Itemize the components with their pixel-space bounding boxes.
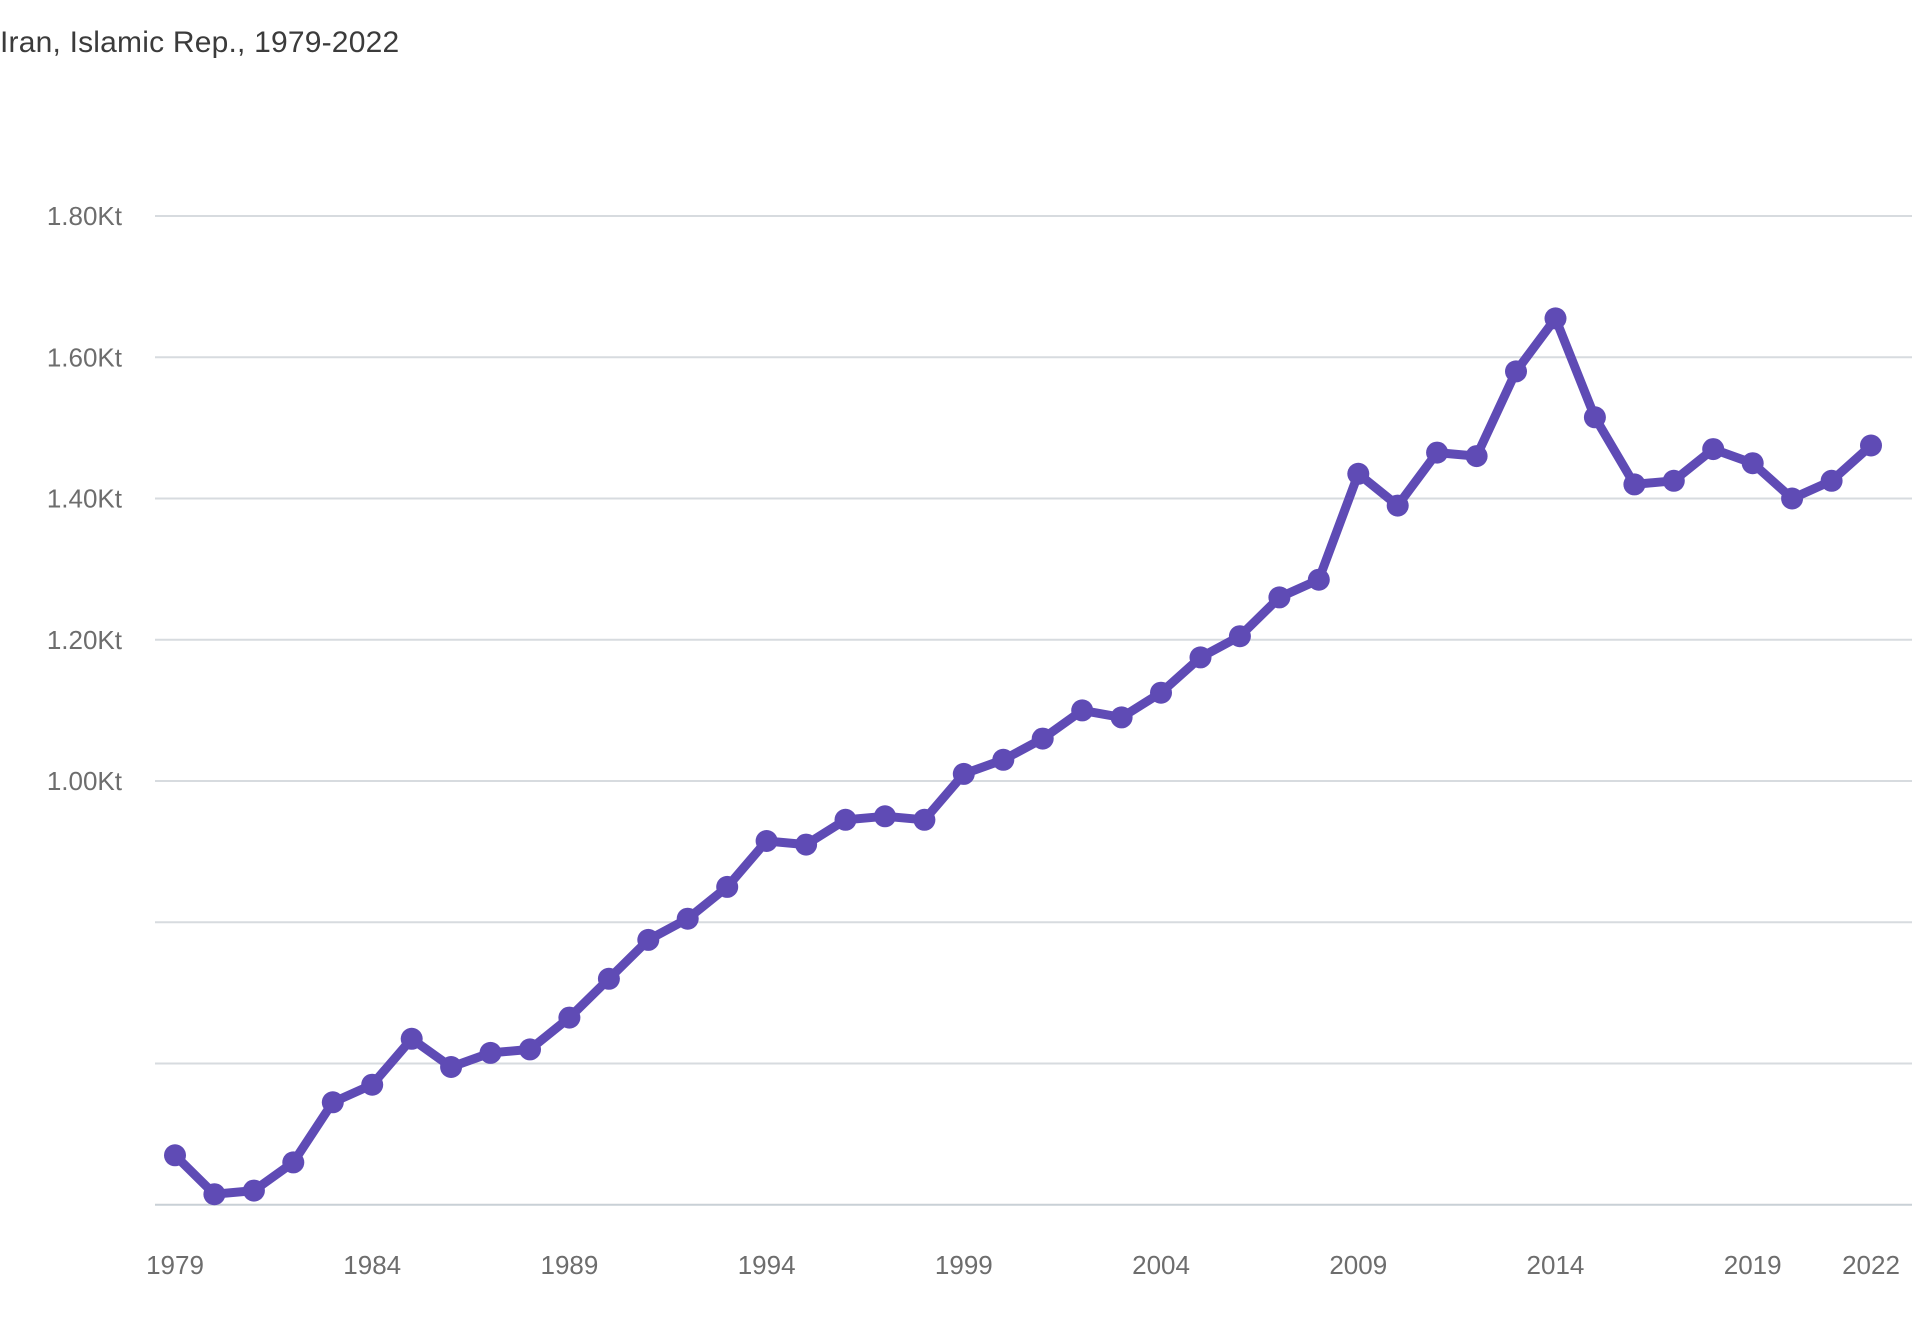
data-point-2021[interactable] bbox=[1820, 469, 1843, 492]
data-point-2006[interactable] bbox=[1228, 625, 1251, 648]
data-point-2019[interactable] bbox=[1741, 452, 1764, 475]
data-point-2000[interactable] bbox=[992, 748, 1015, 771]
x-axis-tick-label: 1979 bbox=[146, 1250, 204, 1280]
data-point-2015[interactable] bbox=[1583, 406, 1606, 429]
data-point-1984[interactable] bbox=[361, 1073, 384, 1096]
data-point-2005[interactable] bbox=[1189, 646, 1212, 669]
x-axis-tick-label: 2019 bbox=[1724, 1250, 1782, 1280]
data-point-2020[interactable] bbox=[1781, 487, 1804, 510]
data-point-2018[interactable] bbox=[1702, 438, 1725, 461]
y-axis-tick-label: 1.20Kt bbox=[47, 625, 123, 655]
data-point-2014[interactable] bbox=[1544, 307, 1567, 330]
data-point-1983[interactable] bbox=[321, 1091, 344, 1114]
data-point-2010[interactable] bbox=[1386, 494, 1409, 517]
data-point-1999[interactable] bbox=[952, 762, 975, 785]
y-axis-tick-label: 1.40Kt bbox=[47, 484, 123, 514]
data-point-2007[interactable] bbox=[1268, 586, 1291, 609]
y-axis-tick-label: 1.80Kt bbox=[47, 201, 123, 231]
data-point-1986[interactable] bbox=[440, 1056, 463, 1078]
data-point-2009[interactable] bbox=[1347, 462, 1370, 485]
x-axis-tick-label: 1994 bbox=[738, 1250, 796, 1280]
data-point-2012[interactable] bbox=[1465, 445, 1488, 468]
chart-title: Iran, Islamic Rep., 1979-2022 bbox=[0, 26, 400, 59]
data-point-2016[interactable] bbox=[1623, 473, 1646, 496]
x-axis-tick-label: 1999 bbox=[935, 1250, 993, 1280]
data-point-1997[interactable] bbox=[874, 805, 896, 828]
data-point-1980[interactable] bbox=[203, 1183, 226, 1206]
data-point-2008[interactable] bbox=[1307, 568, 1330, 591]
data-point-2003[interactable] bbox=[1110, 706, 1133, 729]
data-point-1991[interactable] bbox=[637, 928, 660, 951]
data-point-1988[interactable] bbox=[519, 1038, 541, 1061]
x-axis-tick-label: 2022 bbox=[1842, 1250, 1900, 1280]
x-axis-tick-label: 1984 bbox=[343, 1250, 401, 1280]
data-point-1989[interactable] bbox=[558, 1006, 581, 1029]
x-axis-tick-label: 2009 bbox=[1329, 1250, 1387, 1280]
data-point-2004[interactable] bbox=[1150, 681, 1172, 704]
data-point-1995[interactable] bbox=[795, 833, 818, 856]
data-point-1982[interactable] bbox=[282, 1151, 305, 1174]
data-point-1987[interactable] bbox=[479, 1041, 502, 1064]
data-point-2011[interactable] bbox=[1426, 441, 1449, 464]
data-point-2013[interactable] bbox=[1505, 360, 1527, 383]
data-point-1992[interactable] bbox=[676, 907, 699, 930]
data-point-1990[interactable] bbox=[597, 967, 620, 990]
x-axis-tick-label: 1989 bbox=[540, 1250, 598, 1280]
y-axis-tick-label: 1.60Kt bbox=[47, 342, 123, 372]
data-point-2002[interactable] bbox=[1071, 699, 1094, 722]
data-point-1994[interactable] bbox=[755, 830, 778, 852]
data-point-1998[interactable] bbox=[913, 808, 936, 831]
data-point-1979[interactable] bbox=[164, 1144, 186, 1167]
data-point-2022[interactable] bbox=[1860, 434, 1882, 457]
data-point-1981[interactable] bbox=[242, 1179, 265, 1202]
data-point-1985[interactable] bbox=[400, 1027, 423, 1050]
x-axis-tick-label: 2014 bbox=[1527, 1250, 1585, 1280]
y-axis-tick-label: 1.00Kt bbox=[47, 766, 123, 796]
data-point-1993[interactable] bbox=[716, 875, 739, 898]
data-point-2001[interactable] bbox=[1031, 727, 1054, 750]
data-point-2017[interactable] bbox=[1662, 469, 1685, 492]
data-point-1996[interactable] bbox=[834, 808, 857, 831]
x-axis-tick-label: 2004 bbox=[1132, 1250, 1190, 1280]
